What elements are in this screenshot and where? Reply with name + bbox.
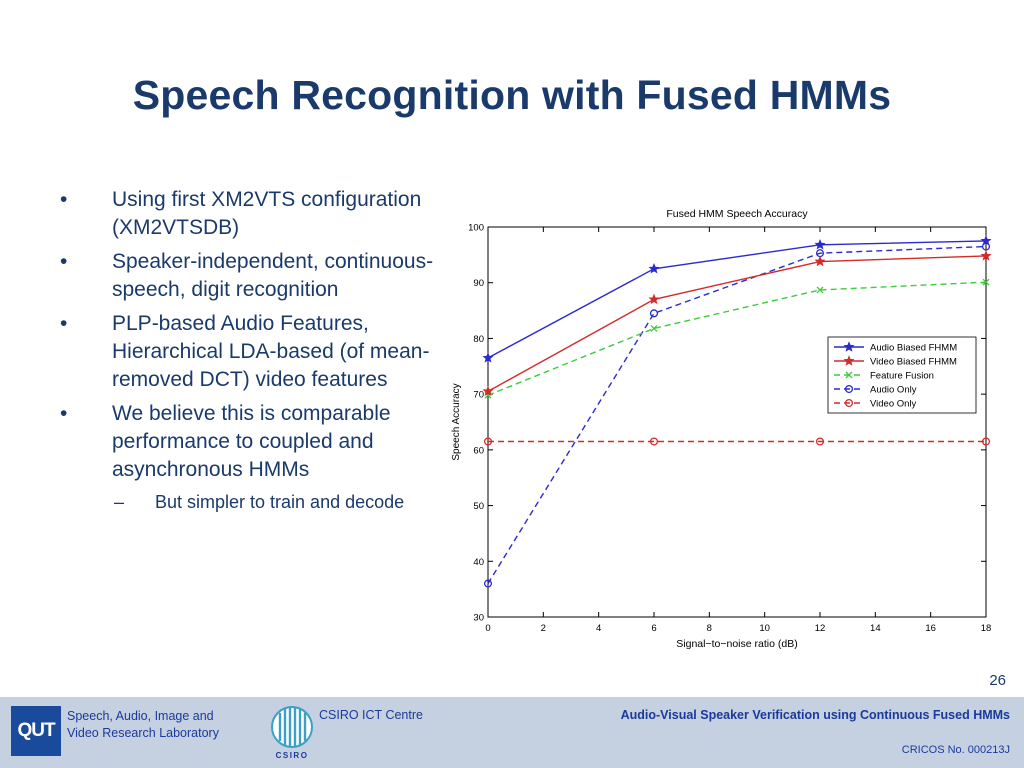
x-tick-label: 10	[759, 623, 770, 634]
data-point	[816, 286, 824, 294]
x-tick-label: 12	[815, 623, 826, 634]
series-audio-biased-fhmm	[482, 235, 992, 363]
footer-bar: QUT Speech, Audio, Image and Video Resea…	[0, 697, 1024, 768]
y-tick-label: 70	[473, 390, 484, 401]
data-point	[648, 293, 660, 305]
legend-box	[827, 336, 977, 414]
chart-legend: Audio Biased FHMM Video Biased FHMM Featur…	[827, 336, 977, 414]
data-point	[649, 309, 659, 318]
sub-bullet-item: – But simpler to train and decode	[56, 490, 436, 514]
data-point	[845, 371, 853, 379]
bullet-marker: •	[60, 188, 68, 211]
legend-label: Audio Biased FHMM	[870, 343, 957, 354]
data-point	[650, 324, 658, 332]
x-tick-label: 4	[596, 623, 601, 634]
bullet-list: • Using first XM2VTS configuration (XM2V…	[56, 186, 436, 514]
series-line	[487, 240, 987, 359]
csiro-centre: CSIRO ICT Centre	[319, 708, 423, 722]
data-point	[649, 437, 659, 446]
bullet-item: • We believe this is comparable performa…	[56, 400, 436, 484]
bullet-text: Speaker-independent, continuous-speech, …	[112, 250, 434, 301]
y-tick-label: 90	[473, 278, 484, 289]
data-point	[843, 341, 855, 352]
chart-title: Fused HMM Speech Accuracy	[666, 208, 808, 220]
slide-title: Speech Recognition with Fused HMMs	[132, 72, 892, 118]
data-point	[815, 437, 825, 446]
bullet-item: • Using first XM2VTS configuration (XM2V…	[56, 186, 436, 242]
legend-label: Video Only	[870, 399, 917, 410]
sub-bullet-marker: –	[114, 492, 125, 512]
data-point	[814, 255, 826, 267]
legend-label: Feature Fusion	[870, 371, 934, 382]
lab-name-line2: Video Research Laboratory	[67, 726, 219, 740]
sub-bullet-text: But simpler to train and decode	[155, 492, 405, 512]
data-point	[982, 278, 990, 286]
lab-name: Speech, Audio, Image and Video Research …	[67, 708, 219, 742]
lab-name-line1: Speech, Audio, Image and	[67, 709, 214, 723]
y-tick-label: 60	[473, 445, 484, 456]
y-tick-label: 100	[468, 223, 484, 234]
series-feature-fusion	[484, 278, 990, 399]
bullet-marker: •	[60, 250, 68, 273]
data-point	[843, 355, 855, 366]
x-tick-label: 6	[651, 623, 656, 634]
csiro-logo: CSIRO	[271, 706, 313, 760]
bullet-item: • Speaker-independent, continuous-speech…	[56, 248, 436, 304]
data-point	[844, 398, 854, 408]
series-video-biased-fhmm	[482, 250, 992, 397]
qut-logo: QUT	[11, 706, 61, 756]
plot-area	[487, 226, 987, 618]
x-tick-label: 16	[925, 623, 936, 634]
data-point	[482, 385, 494, 397]
legend-label: Video Biased FHMM	[870, 357, 957, 368]
x-tick-label: 2	[541, 623, 546, 634]
series-line	[487, 245, 987, 584]
bullet-text: Using first XM2VTS configuration (XM2VTS…	[112, 188, 422, 239]
x-tick-label: 18	[981, 623, 992, 634]
data-point	[483, 437, 493, 446]
data-point	[482, 352, 494, 363]
bullet-item: • PLP-based Audio Features, Hierarchical…	[56, 310, 436, 394]
csiro-logo-text: CSIRO	[276, 751, 309, 760]
bullet-text: PLP-based Audio Features, Hierarchical L…	[112, 312, 430, 391]
data-point	[980, 250, 992, 261]
y-tick-label: 80	[473, 334, 484, 345]
x-tick-label: 0	[485, 623, 490, 634]
y-tick-label: 50	[473, 501, 484, 512]
x-axis-label: Signal−to−noise ratio (dB)	[676, 638, 797, 650]
data-point	[483, 579, 493, 588]
y-tick-label: 40	[473, 557, 484, 568]
page-number: 26	[989, 672, 1006, 689]
x-tick-label: 14	[870, 623, 881, 634]
x-tick-label: 8	[707, 623, 712, 634]
bullet-marker: •	[60, 402, 68, 425]
series-line	[487, 255, 987, 392]
series-line	[487, 281, 987, 396]
legend-label: Audio Only	[870, 385, 917, 396]
speech-accuracy-chart: Fused HMM Speech Accuracy 0 2 4 6 8 10 12 14 16 18…	[451, 208, 992, 650]
y-axis-label: Speech Accuracy	[451, 383, 462, 460]
bullet-marker: •	[60, 312, 68, 335]
series-video-only	[483, 437, 991, 446]
data-point	[981, 437, 991, 446]
data-point	[814, 239, 826, 250]
data-point	[980, 235, 992, 246]
data-point	[844, 384, 854, 394]
cricos-number: CRICOS No. 000213J	[901, 744, 1010, 756]
bullet-text: We believe this is comparable performanc…	[112, 402, 391, 481]
talk-title: Audio-Visual Speaker Verification using …	[620, 708, 1010, 722]
y-tick-label: 30	[473, 613, 484, 624]
data-point	[648, 262, 660, 274]
